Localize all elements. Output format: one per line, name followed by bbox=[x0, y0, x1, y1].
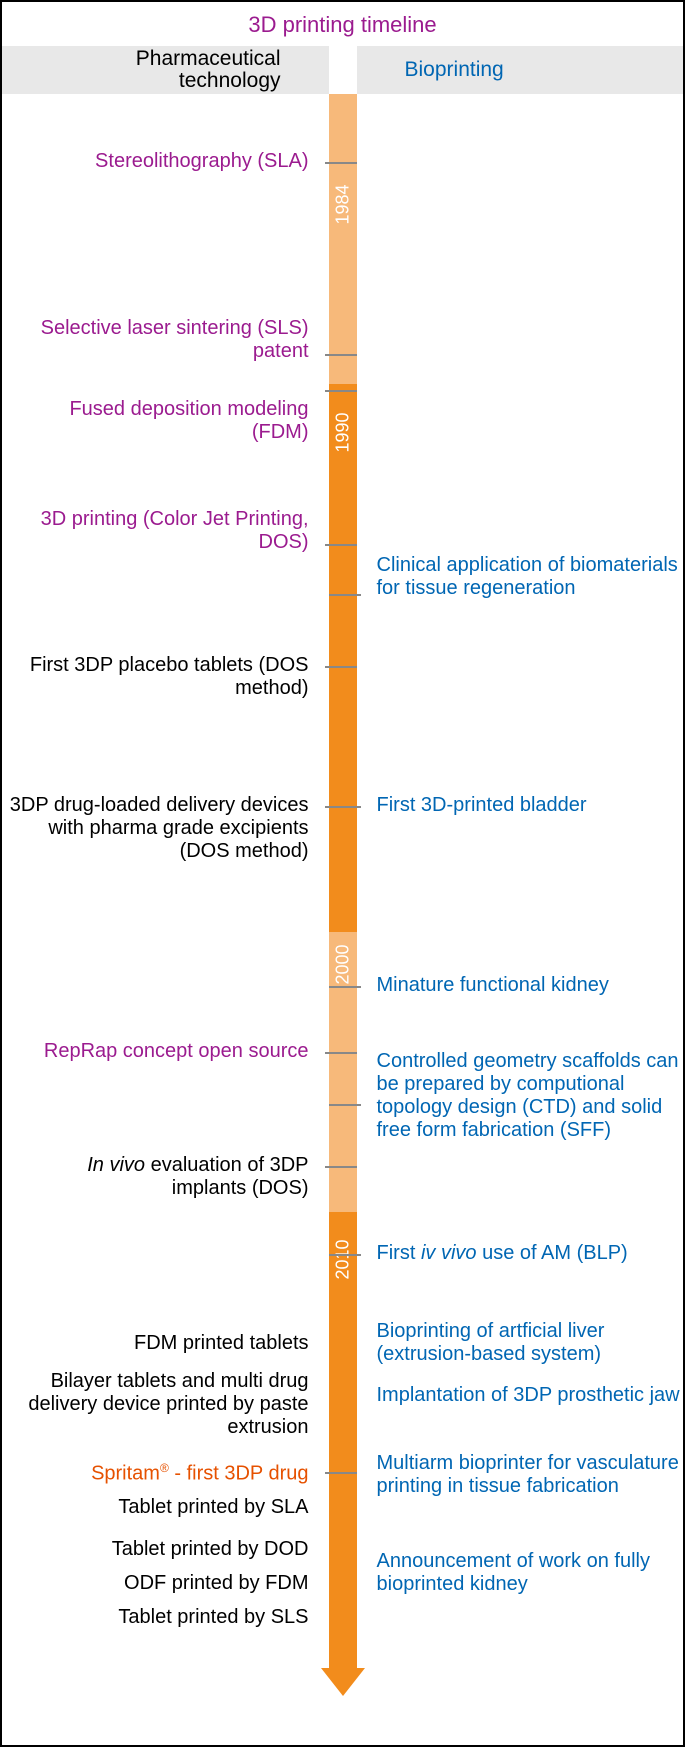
tick-mark bbox=[325, 544, 357, 546]
header-bioprinting: Bioprinting bbox=[357, 46, 684, 94]
pharma-entry: Fused deposition modeling (FDM) bbox=[9, 398, 309, 444]
pharma-entry: Selective laser sintering (SLS) patent bbox=[9, 317, 309, 363]
timeline-area: 1984 1990 2000 2010 Stereolithography (SLA) S… bbox=[2, 94, 683, 1714]
bioprint-entry: Announcement of work on fully bioprinted… bbox=[377, 1550, 684, 1596]
bioprint-entry: First 3D-printed bladder bbox=[377, 794, 587, 817]
timeline-title: 3D printing timeline bbox=[2, 2, 683, 46]
bioprint-entry: Multiarm bioprinter for vasculature prin… bbox=[377, 1452, 684, 1498]
bioprint-entry: Controlled geometry scaffolds can be pre… bbox=[377, 1050, 684, 1142]
timeline-bar-segment bbox=[329, 1212, 357, 1668]
tick-mark bbox=[325, 1472, 357, 1474]
header-pharma: Pharmaceuticaltechnology bbox=[2, 46, 329, 94]
pharma-entry: Tablet printed by SLA bbox=[118, 1496, 308, 1519]
tick-mark bbox=[325, 666, 357, 668]
pharma-entry: Bilayer tablets and multi drug delivery … bbox=[9, 1370, 309, 1439]
pharma-entry: RepRap concept open source bbox=[44, 1040, 309, 1063]
header-pharma-label: Pharmaceuticaltechnology bbox=[136, 48, 281, 92]
header-bioprinting-label: Bioprinting bbox=[405, 58, 504, 82]
pharma-entry: FDM printed tablets bbox=[134, 1332, 309, 1355]
bioprint-entry: First iv vivo use of AM (BLP) bbox=[377, 1242, 628, 1265]
tick-mark bbox=[329, 986, 361, 988]
tick-mark bbox=[329, 806, 361, 808]
bioprint-entry: Implantation of 3DP prosthetic jaw bbox=[377, 1384, 680, 1407]
bioprint-entry: Clinical application of biomaterials for… bbox=[377, 554, 684, 600]
pharma-entry: 3DP drug-loaded delivery devices with ph… bbox=[9, 794, 309, 863]
bioprint-entry: Bioprinting of artficial liver (extrusio… bbox=[377, 1320, 684, 1366]
tick-mark bbox=[325, 1052, 357, 1054]
timeline-arrowhead bbox=[321, 1668, 365, 1696]
pharma-entry: Tablet printed by SLS bbox=[118, 1606, 308, 1629]
tick-mark bbox=[329, 1104, 361, 1106]
pharma-entry: First 3DP placebo tablets (DOS method) bbox=[9, 654, 309, 700]
year-label: 1990 bbox=[332, 412, 353, 452]
tick-mark bbox=[329, 594, 361, 596]
tick-mark bbox=[325, 162, 357, 164]
timeline-frame: 3D printing timeline Pharmaceuticaltechn… bbox=[0, 0, 685, 1747]
pharma-entry: Tablet printed by DOD bbox=[112, 1538, 309, 1561]
tick-mark bbox=[325, 390, 357, 392]
year-label: 1984 bbox=[332, 184, 353, 224]
column-headers: Pharmaceuticaltechnology Bioprinting bbox=[2, 46, 683, 94]
timeline-bar-segment bbox=[329, 384, 357, 932]
pharma-entry: ODF printed by FDM bbox=[124, 1572, 308, 1595]
pharma-entry: 3D printing (Color Jet Printing, DOS) bbox=[9, 508, 309, 554]
bioprint-entry: Minature functional kidney bbox=[377, 974, 609, 997]
pharma-entry: In vivo evaluation of 3DP implants (DOS) bbox=[9, 1154, 309, 1200]
tick-mark bbox=[325, 354, 357, 356]
pharma-entry: Stereolithography (SLA) bbox=[95, 150, 308, 173]
year-label: 2000 bbox=[332, 944, 353, 984]
year-label: 2010 bbox=[332, 1239, 353, 1279]
timeline-bar-segment bbox=[329, 94, 357, 384]
tick-mark bbox=[325, 1166, 357, 1168]
header-gap bbox=[329, 46, 357, 94]
pharma-entry: Spritam® - first 3DP drug bbox=[91, 1462, 308, 1486]
tick-mark bbox=[329, 1254, 361, 1256]
